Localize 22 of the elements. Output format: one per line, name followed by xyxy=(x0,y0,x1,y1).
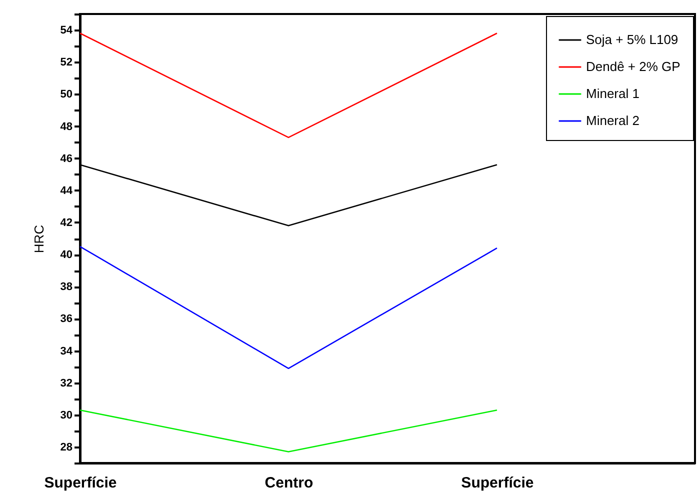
legend-label: Mineral 2 xyxy=(586,113,640,128)
y-tick-label: 46 xyxy=(60,152,72,165)
y-tick-label: 32 xyxy=(60,377,72,390)
y-tick-label: 48 xyxy=(60,120,72,133)
y-tick-label: 54 xyxy=(60,24,74,37)
y-axis-title: HRC xyxy=(31,224,46,254)
y-tick-label: 50 xyxy=(60,88,72,101)
x-tick-label: Superfície xyxy=(44,474,117,492)
y-tick-label: 34 xyxy=(60,345,74,358)
legend-label: Dendê + 2% GP xyxy=(586,59,680,74)
y-tick-label: 30 xyxy=(60,409,72,422)
legend-label: Soja + 5% L109 xyxy=(586,32,678,47)
y-tick-label: 36 xyxy=(60,313,72,326)
y-tick-label: 28 xyxy=(60,441,72,454)
x-tick-label: Centro xyxy=(264,474,314,492)
y-tick-label: 38 xyxy=(60,281,72,294)
legend-label: Mineral 1 xyxy=(586,86,640,101)
y-tick-label: 52 xyxy=(60,56,72,69)
y-tick-label: 44 xyxy=(60,184,74,197)
y-tick-label: 40 xyxy=(60,249,72,262)
x-tick-label: Superfície xyxy=(461,474,534,492)
y-tick-label: 42 xyxy=(60,216,72,229)
